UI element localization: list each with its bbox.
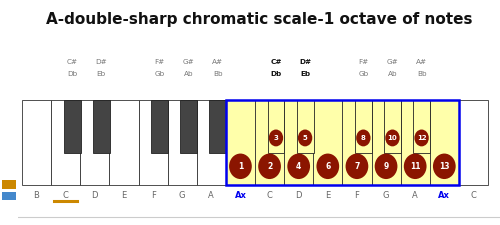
- Ellipse shape: [229, 153, 252, 179]
- Bar: [110, 100, 138, 185]
- Text: A: A: [208, 191, 214, 200]
- Bar: [255, 100, 284, 185]
- Text: F#: F#: [358, 59, 368, 65]
- Bar: [413, 100, 430, 153]
- Text: Bb: Bb: [417, 71, 426, 77]
- Text: G: G: [383, 191, 390, 200]
- Ellipse shape: [298, 130, 312, 146]
- Bar: [313, 100, 342, 185]
- Bar: [400, 100, 430, 185]
- Text: D: D: [296, 191, 302, 200]
- Ellipse shape: [386, 130, 400, 146]
- Ellipse shape: [269, 130, 283, 146]
- Text: C#: C#: [66, 59, 78, 65]
- Text: D#: D#: [299, 59, 311, 65]
- Text: F: F: [150, 191, 156, 200]
- Text: C: C: [266, 191, 272, 200]
- Text: F#: F#: [154, 59, 164, 65]
- Bar: [372, 100, 400, 185]
- Ellipse shape: [356, 130, 370, 146]
- Text: Eb: Eb: [300, 71, 310, 77]
- Text: 10: 10: [388, 135, 398, 141]
- Bar: [51, 100, 80, 185]
- Text: Eb: Eb: [96, 71, 106, 77]
- Text: G: G: [179, 191, 186, 200]
- Text: 1: 1: [238, 162, 243, 171]
- Text: basicmusictheory.com: basicmusictheory.com: [6, 72, 12, 131]
- Text: G#: G#: [182, 59, 194, 65]
- Text: Db: Db: [67, 71, 77, 77]
- Ellipse shape: [404, 153, 426, 179]
- Text: A#: A#: [416, 59, 427, 65]
- Bar: [168, 100, 197, 185]
- Bar: [459, 100, 488, 185]
- Bar: [226, 100, 459, 185]
- Ellipse shape: [258, 153, 281, 179]
- Bar: [2, 192, 16, 200]
- Ellipse shape: [316, 153, 339, 179]
- Bar: [22, 100, 51, 185]
- Text: 9: 9: [384, 162, 388, 171]
- Bar: [180, 100, 197, 153]
- Bar: [197, 100, 226, 185]
- Ellipse shape: [346, 153, 368, 179]
- Text: E: E: [122, 191, 126, 200]
- Text: C: C: [470, 191, 476, 200]
- Ellipse shape: [433, 153, 456, 179]
- Text: C: C: [63, 191, 68, 200]
- Text: 13: 13: [439, 162, 450, 171]
- Bar: [226, 100, 255, 185]
- Bar: [151, 100, 168, 153]
- Bar: [284, 100, 313, 185]
- Text: 11: 11: [410, 162, 420, 171]
- Text: A#: A#: [212, 59, 224, 65]
- Text: D#: D#: [96, 59, 107, 65]
- Text: Ax: Ax: [234, 191, 246, 200]
- Bar: [64, 100, 80, 153]
- Text: Ax: Ax: [438, 191, 450, 200]
- Text: 12: 12: [417, 135, 426, 141]
- Text: D: D: [92, 191, 98, 200]
- Bar: [93, 100, 110, 153]
- Bar: [80, 100, 110, 185]
- Text: 3: 3: [274, 135, 278, 141]
- Ellipse shape: [414, 130, 429, 146]
- Text: 2: 2: [267, 162, 272, 171]
- Text: Bb: Bb: [213, 71, 222, 77]
- Text: A-double-sharp chromatic scale-1 octave of notes: A-double-sharp chromatic scale-1 octave …: [46, 12, 472, 27]
- Ellipse shape: [374, 153, 398, 179]
- Bar: [384, 100, 401, 153]
- Text: 7: 7: [354, 162, 360, 171]
- Text: C#: C#: [270, 59, 281, 65]
- Text: Gb: Gb: [154, 71, 164, 77]
- Text: 6: 6: [325, 162, 330, 171]
- Text: Ab: Ab: [184, 71, 194, 77]
- Ellipse shape: [288, 153, 310, 179]
- Bar: [342, 100, 372, 185]
- Text: E: E: [325, 191, 330, 200]
- Text: Ab: Ab: [388, 71, 398, 77]
- Text: Gb: Gb: [358, 71, 368, 77]
- Bar: [210, 100, 226, 153]
- Text: 4: 4: [296, 162, 302, 171]
- Text: F: F: [354, 191, 360, 200]
- Text: 8: 8: [361, 135, 366, 141]
- Text: A: A: [412, 191, 418, 200]
- Bar: [268, 100, 284, 153]
- Text: 5: 5: [302, 135, 308, 141]
- Bar: [296, 100, 314, 153]
- Bar: [138, 100, 168, 185]
- Bar: [226, 100, 459, 185]
- Text: B: B: [34, 191, 40, 200]
- Bar: [430, 100, 459, 185]
- Text: G#: G#: [386, 59, 398, 65]
- Bar: [355, 100, 372, 153]
- Bar: [2, 180, 16, 189]
- Text: Db: Db: [270, 71, 281, 77]
